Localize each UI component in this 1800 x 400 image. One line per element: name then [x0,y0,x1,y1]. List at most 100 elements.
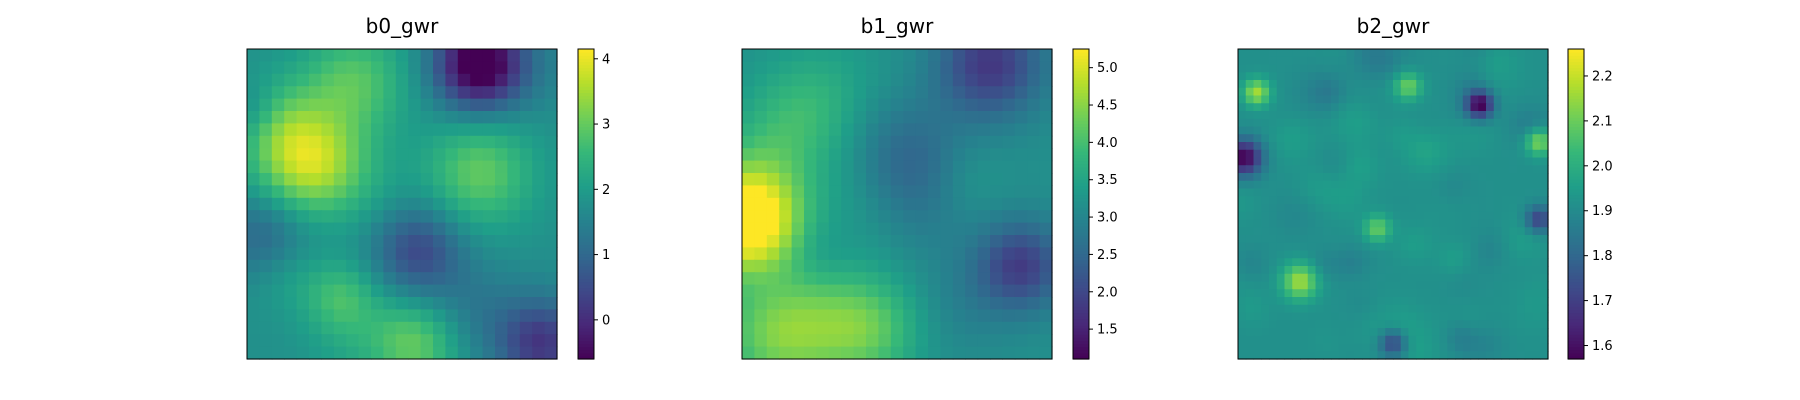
heatmap-cell [519,284,533,298]
colorbar-band [1568,331,1584,335]
heatmap-cell [1284,95,1293,104]
heatmap-cell [383,321,397,335]
heatmap-cell [1486,111,1495,120]
heatmap-cell [940,334,954,348]
heatmap-cell [333,259,347,273]
heatmap-cell [309,309,322,323]
heatmap-cell [321,259,335,273]
heatmap-cell [321,123,335,137]
heatmap-cell [1338,165,1348,174]
heatmap-cell [1284,64,1293,73]
heatmap-cell [1524,204,1534,213]
heatmap-cell [1292,304,1301,314]
heatmap-cell [1362,126,1371,135]
heatmap-cell [1346,289,1355,298]
heatmap-cell [1276,188,1286,197]
heatmap-cell [990,197,1003,211]
heatmap-cell [965,197,979,211]
heatmap-cell [1501,111,1510,120]
heatmap-cell [1276,343,1286,352]
colorbar-band [1073,185,1089,190]
heatmap-cell [1276,250,1286,259]
heatmap-cell [1540,142,1549,151]
heatmap-cell [915,334,929,348]
heatmap-cell [1493,157,1503,166]
heatmap-cell [1509,134,1518,143]
heatmap-cell [395,197,409,211]
heatmap-cell [1408,227,1417,236]
heatmap-cell [1269,312,1278,321]
colorbar-tick-label: 2.1 [1592,114,1613,129]
heatmap-cell [1331,312,1340,321]
heatmap-cell [470,284,484,298]
heatmap-cell [1385,64,1394,73]
colorbar-band [1073,98,1089,103]
heatmap-cell [853,86,867,100]
heatmap-cell [259,272,273,286]
colorbar-band [578,259,594,264]
heatmap-cell [1284,204,1293,213]
heatmap-cell [1501,118,1510,128]
heatmap-cell [1276,297,1286,306]
heatmap-cell [1276,335,1286,345]
heatmap-cell [532,160,546,174]
heatmap-cell [841,160,855,174]
heatmap-cell [1385,72,1394,81]
heatmap-cell [890,98,904,112]
heatmap-cell [1377,328,1386,337]
heatmap-cell [928,111,941,124]
heatmap-cell [408,148,422,162]
heatmap-cell [420,297,434,310]
heatmap-cell [742,235,755,248]
heatmap-cell [940,185,954,199]
heatmap-cell [1393,173,1402,182]
heatmap-cell [1470,95,1479,104]
heatmap-cell [977,86,991,100]
heatmap-cell [1416,320,1425,329]
heatmap-cell [1338,266,1348,275]
heatmap-cell [1369,72,1379,81]
heatmap-cell [1039,284,1053,298]
heatmap-cell [1532,87,1541,97]
heatmap-cell [1369,219,1379,228]
heatmap-cell [853,160,867,174]
heatmap-cell [1424,211,1433,221]
heatmap-cell [1470,312,1479,321]
heatmap-cell [296,247,310,261]
heatmap-cell [1385,87,1394,97]
heatmap-cell [1300,250,1309,259]
heatmap-cell [1245,351,1255,360]
heatmap-cell [1540,111,1549,120]
heatmap-cell [1338,72,1348,81]
heatmap-cell [1540,49,1549,58]
heatmap-cell [1253,157,1262,166]
heatmap-cell [1307,235,1317,244]
colorbar-band [1073,92,1089,97]
heatmap-cell [1300,258,1309,267]
heatmap-cell [1002,309,1016,323]
heatmap-cell [1331,320,1340,329]
heatmap-cell [495,49,508,62]
heatmap-cell [1501,312,1510,321]
heatmap-cell [1315,103,1324,112]
heatmap-cell [1462,95,1472,104]
heatmap-cell [828,297,842,310]
heatmap-cell [1377,343,1386,352]
heatmap-cell [1524,289,1534,298]
heatmap-cell [1346,180,1355,190]
heatmap-cell [977,235,991,248]
heatmap-cell [433,309,446,323]
heatmap-cell [1540,235,1549,244]
heatmap-cell [766,247,780,261]
heatmap-cell [754,334,768,348]
heatmap-cell [544,247,558,261]
heatmap-cell [1253,188,1262,197]
heatmap-cell [1300,188,1309,197]
heatmap-cell [940,98,954,112]
heatmap-cell [1493,204,1503,213]
heatmap-cell [1455,242,1464,252]
heatmap-cell [853,210,867,224]
heatmap-cell [470,185,484,199]
heatmap-cell [1470,56,1479,66]
heatmap-cell [346,73,360,87]
